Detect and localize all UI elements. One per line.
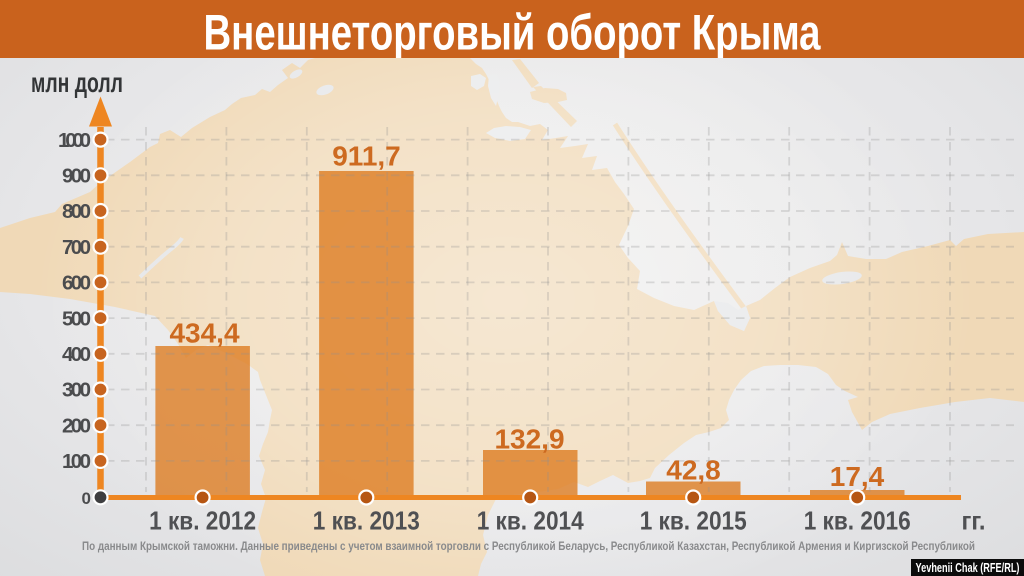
- svg-text:1 кв. 2014: 1 кв. 2014: [477, 506, 584, 536]
- svg-text:Yevhenii Chak (RFE/RL): Yevhenii Chak (RFE/RL): [916, 560, 1020, 575]
- svg-text:600: 600: [62, 272, 91, 295]
- svg-text:млн долл: млн долл: [31, 67, 123, 98]
- svg-text:100: 100: [62, 450, 91, 473]
- svg-text:Внешнеторговый оборот Крыма: Внешнеторговый оборот Крыма: [204, 5, 822, 61]
- svg-text:1000: 1000: [58, 129, 91, 152]
- svg-text:42,8: 42,8: [666, 454, 721, 485]
- svg-text:434,4: 434,4: [169, 318, 239, 349]
- svg-text:500: 500: [62, 307, 91, 330]
- svg-text:400: 400: [62, 343, 91, 366]
- svg-text:300: 300: [62, 379, 91, 402]
- svg-text:1 кв. 2013: 1 кв. 2013: [313, 506, 420, 536]
- svg-text:гг.: гг.: [962, 506, 986, 536]
- svg-text:132,9: 132,9: [494, 424, 564, 455]
- svg-text:1 кв. 2015: 1 кв. 2015: [640, 506, 747, 536]
- svg-text:200: 200: [62, 414, 91, 437]
- svg-text:700: 700: [62, 236, 91, 259]
- svg-text:17,4: 17,4: [830, 461, 885, 492]
- svg-text:800: 800: [62, 200, 91, 223]
- svg-text:1 кв. 2016: 1 кв. 2016: [804, 506, 911, 536]
- svg-text:900: 900: [62, 165, 91, 188]
- svg-text:911,7: 911,7: [332, 140, 401, 171]
- svg-text:По данным Крымской таможни. Да: По данным Крымской таможни. Данные приве…: [82, 539, 975, 553]
- svg-text:0: 0: [82, 489, 91, 508]
- svg-text:1 кв. 2012: 1 кв. 2012: [149, 506, 256, 536]
